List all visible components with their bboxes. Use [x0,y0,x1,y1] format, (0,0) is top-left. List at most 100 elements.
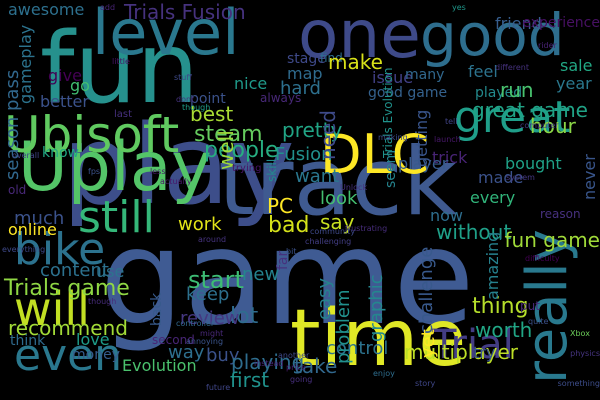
word-run: run [500,78,534,102]
word-might: might [200,329,224,338]
word-better: better [40,92,89,111]
word-work: work [178,214,222,235]
word-nice: nice [234,74,268,93]
word-amazing: amazing [483,231,502,300]
word-best: best [190,102,234,126]
word-fps: fps [88,167,101,176]
word-challenge: challenge [416,246,437,334]
word-many: many [405,67,445,83]
word-buy: buy [206,345,240,366]
word-yes: yes [452,3,466,12]
word-use: use [96,262,125,281]
word-different: different [495,63,529,72]
word-easy: easy [314,277,335,320]
word-system: system [506,173,535,182]
word-say: say [320,210,355,234]
word-time: time [290,294,467,384]
word-sale: sale [560,56,593,75]
word-physics: physics [570,349,600,358]
word-dlc: DLC [320,123,430,186]
word-recommend: recommend [8,316,128,340]
word-skill: skill [265,158,279,182]
word-feel: feel [468,62,498,81]
word-find: find [320,51,343,65]
word-computer: computer [520,121,559,130]
word-pc: PC [267,194,294,218]
word-bike: bike [14,224,106,275]
word-frustrating: frustrating [345,224,388,233]
word-evolution: Evolution [122,356,197,375]
word-now: now [430,206,464,225]
word-controller: controller [176,319,215,328]
word-trials-game: Trials game [4,276,130,301]
word-trying: trying [232,163,262,174]
word-less: less [150,167,166,176]
word-price: price [286,363,306,372]
word-instead: instead [254,359,284,368]
word-launch: launch [434,135,461,144]
word-track: track [218,128,458,237]
word-quite: quite [528,317,549,326]
word-add: add [100,3,116,12]
word-reason: reason [540,207,581,221]
word-trials-evolution: Trials Evolution [381,67,395,158]
word-going: going [290,375,313,384]
word-way: way [168,342,205,363]
word-stage: stage [287,51,326,67]
word-stuff: stuff [174,73,192,82]
word-tell: tell [445,117,458,126]
word-trick: trick [432,148,468,167]
word-rider: rider [538,41,557,50]
word-difficulty: difficulty [525,254,560,263]
word-another: another [278,351,310,360]
word-bit: bit [286,247,297,256]
word-point: point [190,91,226,107]
word-unlock: Unlock [340,183,368,192]
word-playing: playing [231,350,305,374]
word-give: give [48,66,82,85]
word-level: level [92,0,240,69]
word-need: need [316,110,340,160]
word-challenging: challenging [305,237,352,246]
word-great: great [454,92,571,143]
word-future: future [206,383,231,392]
word-still: still [78,192,155,243]
word-little: little [112,57,130,66]
word-people: people [204,138,279,163]
word-season-pass: season pass [2,69,23,180]
word-keep: keep [186,284,230,305]
word-without: without [436,220,512,244]
word-player: player [398,154,449,173]
word-want: want [295,166,340,187]
word-hard: hard [280,78,321,99]
word-will: will [14,282,90,336]
word-bad: bad [268,213,310,238]
word-lot: lot [230,304,259,329]
word-great-game: great game [472,98,588,122]
word-first: first [230,368,270,392]
word-though: though [88,297,117,306]
word-put: put [520,299,540,313]
word-steam: steam [194,122,263,147]
word-though: though [182,103,211,112]
word-yet: yet [418,329,439,358]
word-ubisoft: Ubisoft [4,106,180,164]
word-think: think [10,333,46,349]
word-experience: experience [522,15,600,31]
word-awesome: awesome [8,0,85,19]
word-make: make [328,50,383,74]
word-back: back [149,292,165,326]
word-overall: overall [12,151,40,160]
word-problem: problem [333,289,354,364]
word-map: map [287,64,323,83]
word-year: year [556,74,592,93]
word-played: played [475,85,523,101]
word-always: always [260,91,302,105]
word-made: made [478,168,524,187]
word-try: try [473,343,496,362]
word-good-game: good game [368,85,448,101]
word-enjoy: enjoy [373,369,395,378]
word-fusion: Fusion [275,144,333,165]
word-worth: worth [475,318,533,342]
